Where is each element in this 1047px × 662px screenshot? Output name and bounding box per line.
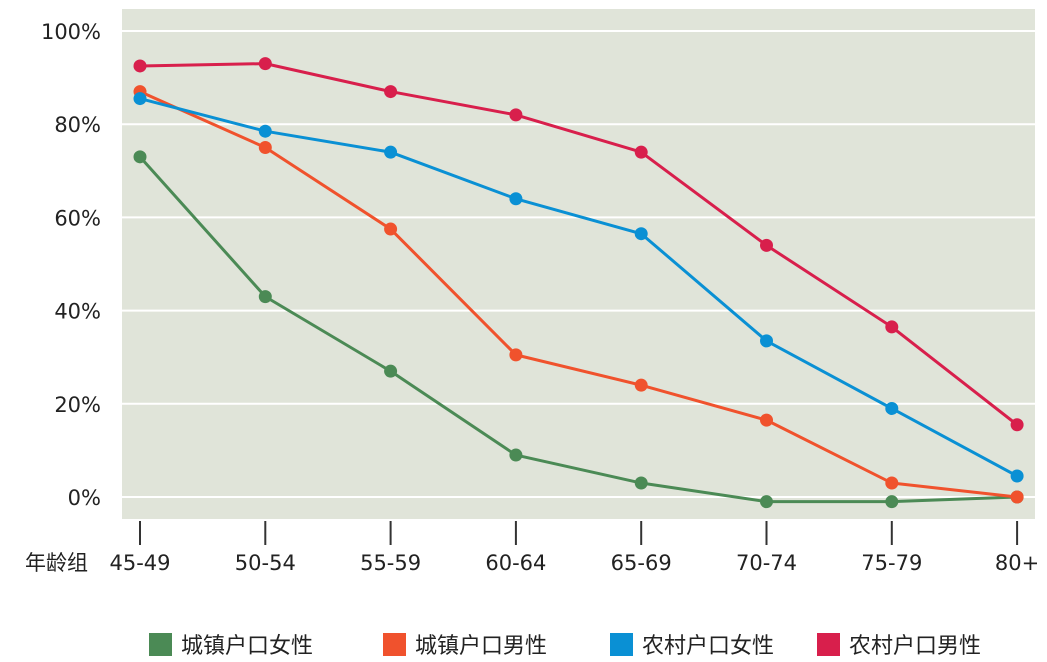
x-tick-label: 50-54 [235,551,296,575]
data-point [384,145,398,159]
data-point [634,145,648,159]
y-tick-label: 60% [54,206,101,230]
data-point [885,476,899,490]
y-tick-label: 80% [54,113,101,137]
legend-swatch-rural-female [610,632,633,656]
data-point [1010,418,1024,432]
x-tick-label: 80+ [995,551,1039,575]
legend-swatch-rural-male [817,632,840,656]
data-point [384,222,398,236]
legend-item-rural-male: 农村户口男性 [817,628,981,660]
x-tick-label: 60-64 [485,551,546,575]
data-point [634,476,648,490]
series-3 [133,57,1024,432]
data-point [258,141,272,154]
series-lines [133,57,1024,509]
legend-label-urban-male: 城镇户口男性 [415,634,548,659]
x-tick-label: 55-59 [360,551,421,575]
data-point [384,364,398,378]
data-point [384,85,398,99]
data-point [760,334,773,348]
x-tick-label: 45-49 [109,551,170,575]
data-point [885,320,899,334]
data-point [509,448,523,462]
legend-item-urban-female: 城镇户口女性 [149,628,313,660]
data-point [509,192,523,206]
data-point [760,413,773,427]
legend-label-rural-male: 农村户口男性 [849,634,982,659]
data-point [885,495,899,509]
series-line [139,97,1018,478]
y-tick-label: 0% [68,486,101,510]
data-point [258,290,272,304]
gridlines [122,30,1035,498]
plot-area [122,9,1035,519]
data-point [1010,490,1024,504]
series-line [139,62,1019,426]
legend-swatch-urban-male [383,632,406,656]
y-tick-label: 40% [54,300,101,324]
legend-item-urban-male: 城镇户口男性 [383,628,547,660]
x-tick-label: 75-79 [861,551,922,575]
legend: 城镇户口女性 城镇户口男性 农村户口女性 农村户口男性 [0,628,1047,662]
data-point [133,59,147,73]
legend-label-urban-female: 城镇户口女性 [181,634,314,659]
x-axis-label: 年龄组 [25,551,88,575]
data-point [634,378,648,392]
data-point [1010,469,1024,483]
data-point [258,57,272,71]
y-tick-label: 100% [41,20,101,44]
x-tick-label: 70-74 [736,551,797,575]
x-axis-ticks: 45-49 50-54 55-59 60-64 65-69 70-74 75-79 80+ [109,521,1039,575]
x-tick-label: 65-69 [611,551,672,575]
data-point [634,227,648,241]
series-2 [133,92,1024,483]
data-point [885,401,899,415]
data-point [133,92,147,106]
series-line [139,90,1018,499]
data-point [258,124,272,138]
data-point [760,238,773,252]
legend-item-rural-female: 农村户口女性 [610,628,774,660]
legend-swatch-urban-female [149,632,172,656]
legend-label-rural-female: 农村户口女性 [642,634,775,659]
series-line [138,155,1018,504]
y-tick-label: 20% [54,393,101,417]
data-point [133,150,147,164]
data-point [509,108,523,122]
y-axis-ticks: 0% 20% 40% 60% 80% 100% [41,20,101,510]
series-0 [133,150,1024,509]
data-point [760,495,773,509]
data-point [509,348,523,362]
